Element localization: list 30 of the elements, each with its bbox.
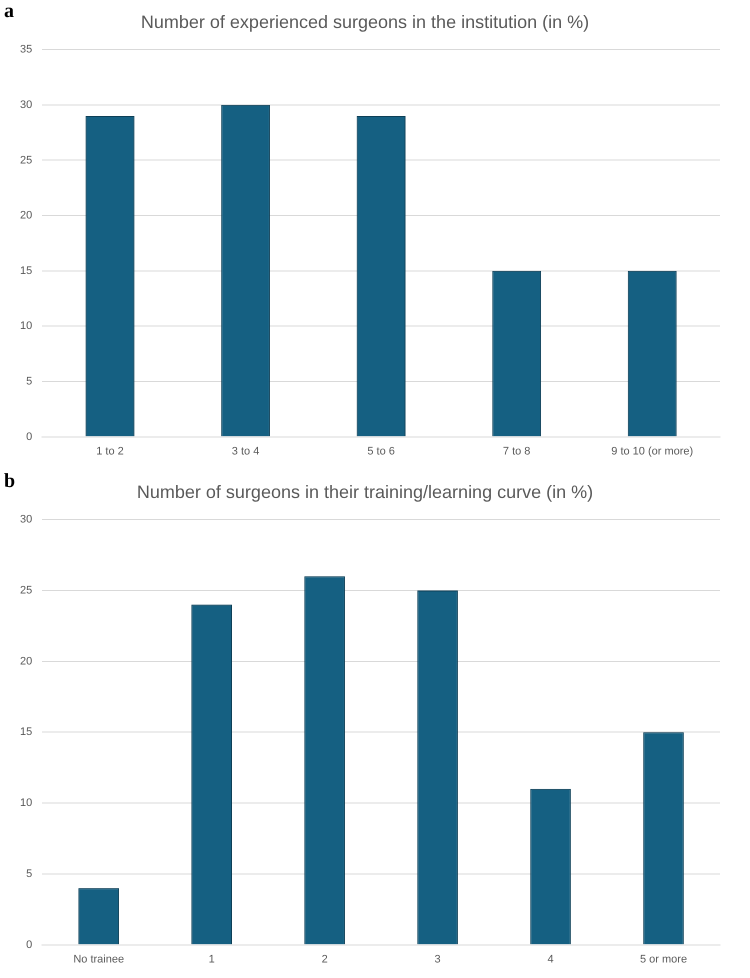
x-tick-label: 2 — [322, 953, 328, 966]
y-tick-label: 20 — [20, 655, 32, 668]
text: a — [4, 0, 14, 23]
x-tick-label: 3 to 4 — [232, 445, 260, 458]
y-tick-label: 10 — [20, 797, 32, 810]
y-tick-label: 5 — [26, 376, 32, 388]
y-tick-label: 35 — [20, 44, 32, 56]
x-tick-label: No trainee — [73, 953, 124, 966]
x-tick-label: 5 or more — [640, 953, 688, 966]
y-tick-label: 0 — [26, 938, 32, 951]
x-tick-label: 1 — [208, 953, 215, 966]
y-tick-label: 15 — [20, 726, 32, 738]
y-tick-label: 30 — [20, 514, 32, 526]
y-tick-label: 20 — [20, 210, 32, 222]
text: b — [4, 470, 16, 493]
x-tick-label: 3 — [434, 953, 441, 966]
y-tick-label: 25 — [20, 584, 32, 596]
chart-title: Number of surgeons in their training/learning curve (in %) — [136, 482, 594, 502]
x-tick-label: 1 to 2 — [96, 445, 124, 458]
x-tick-label: 7 to 8 — [502, 445, 530, 458]
y-tick-label: 15 — [20, 264, 32, 277]
y-tick-label: 25 — [20, 154, 32, 166]
x-tick-label: 5 to 6 — [367, 445, 395, 458]
x-tick-label: 4 — [547, 953, 554, 966]
chart-title: Number of experienced surgeons in the institution (in %) — [140, 12, 590, 32]
y-tick-label: 0 — [26, 430, 32, 443]
y-tick-label: 30 — [20, 98, 32, 111]
y-tick-label: 10 — [20, 320, 32, 332]
x-tick-label: 9 to 10 (or more) — [611, 445, 694, 458]
y-tick-label: 5 — [26, 868, 32, 880]
